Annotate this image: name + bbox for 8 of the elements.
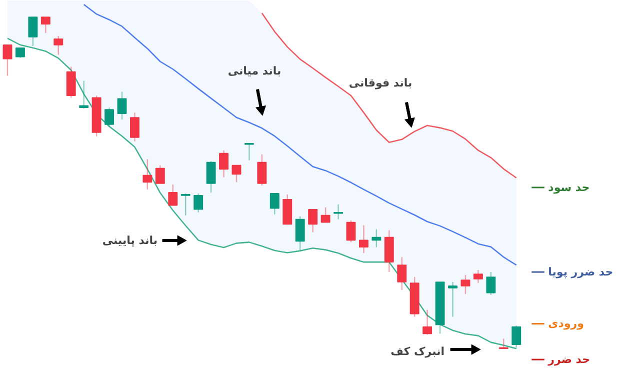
annotation: انبرک کف bbox=[390, 345, 445, 358]
ref-line-label: حد سود bbox=[548, 180, 590, 194]
ref-line-label: حد ضرر bbox=[547, 353, 590, 366]
annotation: باند میانی bbox=[228, 64, 282, 78]
annotation: باند فوقانی bbox=[348, 76, 412, 90]
ref-line-label: ورودی bbox=[548, 317, 584, 330]
ref-line-label: حد ضرر پویا bbox=[548, 266, 614, 279]
annotation: باند پایینی bbox=[102, 234, 158, 247]
